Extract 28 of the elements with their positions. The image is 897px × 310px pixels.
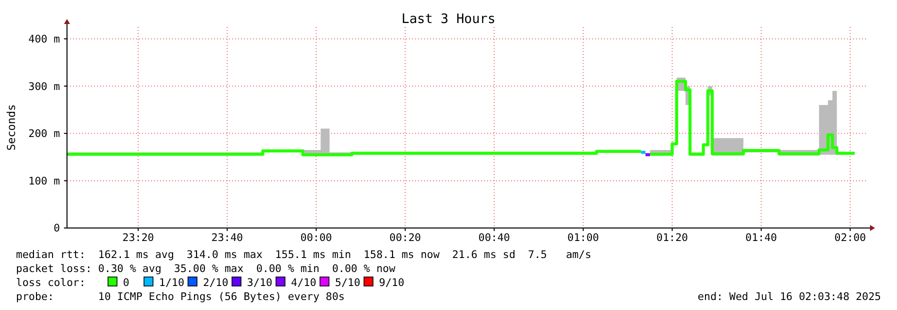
x-tick-label: 02:00 [834, 232, 866, 244]
x-tick-label: 00:00 [300, 232, 332, 244]
y-tick-label: 0 [54, 222, 60, 235]
legend-label: 4/10 [291, 277, 316, 289]
x-tick-label: 01:20 [656, 232, 688, 244]
y-tick-label: 100 m [28, 175, 60, 188]
text: end: Wed Jul 16 02:03:48 2025 [698, 291, 881, 303]
text: probe: 10 ICMP Echo Pings (56 Bytes) every 80s [16, 291, 345, 303]
legend-label: 9/10 [379, 277, 404, 289]
y-axis-title: Seconds [5, 104, 18, 151]
legend-label: 2/10 [203, 277, 228, 289]
legend-label: 5/10 [335, 277, 360, 289]
x-tick-label: 23:20 [122, 232, 154, 244]
y-tick-label: 400 m [28, 34, 60, 46]
legend-label: 1/10 [159, 277, 184, 289]
x-tick-label: 01:00 [567, 232, 600, 244]
text: median rtt: 162.1 ms avg 314.0 ms max 155.1 ms min 158.1 ms now 21.6 ms sd 7.5 am/s [16, 249, 592, 261]
y-tick-label: 200 m [28, 128, 60, 140]
x-tick-label: 01:40 [745, 232, 778, 244]
legend-title: loss color: [16, 277, 86, 289]
x-tick-label: 00:40 [478, 232, 510, 244]
legend-label: 3/10 [247, 277, 272, 289]
text: packet loss: 0.30 % avg 35.00 % max 0.00 % min 0.00 % now [16, 263, 396, 275]
legend-label: 0 [123, 277, 130, 289]
x-tick-label: 23:40 [211, 232, 244, 244]
chart-title: Last 3 Hours [402, 12, 496, 27]
x-tick-label: 00:20 [389, 232, 422, 244]
y-tick-label: 300 m [28, 80, 60, 93]
